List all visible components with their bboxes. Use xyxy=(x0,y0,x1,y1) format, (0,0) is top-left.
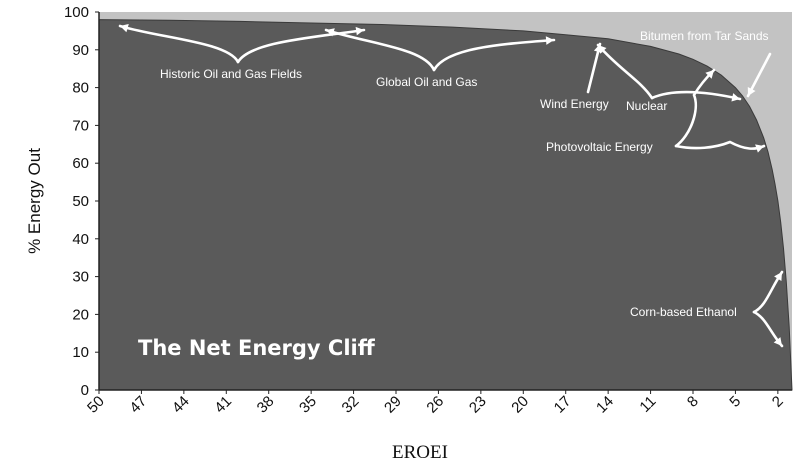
x-tick-labels: 50 47 44 41 38 35 32 29 26 23 20 17 14 11 8 5 2 xyxy=(84,390,787,417)
energy-out-area xyxy=(98,19,793,391)
arrow-global-oil xyxy=(432,38,556,72)
arrowhead xyxy=(747,87,756,96)
y-tick-label: 50 xyxy=(72,193,89,210)
x-tick-label: 5 xyxy=(726,393,744,411)
arrow-nuclear xyxy=(596,43,654,100)
arrowhead xyxy=(755,144,764,153)
y-tick-label: 40 xyxy=(72,231,89,248)
arrow-photovoltaic xyxy=(674,140,766,150)
x-tick-label: 44 xyxy=(169,393,193,417)
x-tick-label: 41 xyxy=(211,393,235,417)
arrowhead xyxy=(326,28,335,37)
arrowhead xyxy=(545,36,554,45)
x-tick-label: 29 xyxy=(381,393,405,417)
x-tick-label: 14 xyxy=(593,393,617,417)
arrow-tar-sands xyxy=(746,52,772,98)
arrow-global-oil xyxy=(324,28,436,72)
arrowhead xyxy=(731,93,740,102)
x-tick-label: 26 xyxy=(423,393,447,417)
arrowhead xyxy=(120,24,129,33)
annotation-nuclear: Nuclear xyxy=(626,99,667,113)
y-tick-label: 90 xyxy=(72,42,89,59)
y-tick-label: 10 xyxy=(72,344,89,361)
y-tick-label: 20 xyxy=(72,306,89,323)
annotation-arrowheads xyxy=(120,24,782,346)
x-tick-label: 20 xyxy=(508,393,532,417)
x-tick-label: 2 xyxy=(769,393,787,411)
arrow-wind xyxy=(586,42,602,94)
x-tick-label: 8 xyxy=(684,393,702,411)
x-tick-label: 47 xyxy=(126,393,150,417)
arrow-photovoltaic xyxy=(674,68,716,148)
y-tick-labels: 0 10 20 30 40 50 60 70 80 90 100 xyxy=(64,4,99,399)
y-tick-label: 30 xyxy=(72,269,89,286)
annotation-tar-sands: Bitumen from Tar Sands xyxy=(640,29,769,43)
arrow-historic-oil xyxy=(236,28,366,64)
y-tick-label: 80 xyxy=(72,80,89,97)
arrow-nuclear xyxy=(650,90,742,101)
annotation-wind: Wind Energy xyxy=(540,97,609,111)
y-tick-label: 70 xyxy=(72,117,89,134)
annotation-arrows xyxy=(118,24,784,348)
x-tick-label: 17 xyxy=(551,393,575,417)
arrowhead xyxy=(598,45,607,54)
y-tick-label: 100 xyxy=(64,4,89,21)
y-tick-label: 60 xyxy=(72,155,89,172)
x-tick-label: 38 xyxy=(254,393,278,417)
annotation-global-oil: Global Oil and Gas xyxy=(376,75,477,89)
y-tick-label: 0 xyxy=(81,382,89,399)
annotation-ethanol: Corn-based Ethanol xyxy=(630,305,737,319)
arrowhead xyxy=(773,337,782,346)
x-tick-label: 32 xyxy=(339,393,363,417)
x-tick-label: 23 xyxy=(466,393,490,417)
arrowhead xyxy=(355,26,364,36)
x-tick-label: 35 xyxy=(296,393,320,417)
arrowhead xyxy=(705,70,714,79)
arrowhead xyxy=(774,272,782,281)
x-axis-label: EROEI xyxy=(392,442,448,463)
annotation-photovoltaic: Photovoltaic Energy xyxy=(546,140,653,154)
chart-title: The Net Energy Cliff xyxy=(138,336,376,360)
annotation-historic-oil: Historic Oil and Gas Fields xyxy=(160,67,302,81)
x-tick-label: 11 xyxy=(636,393,659,416)
arrow-historic-oil xyxy=(118,24,240,64)
y-axis-label: % Energy Out xyxy=(25,148,44,254)
